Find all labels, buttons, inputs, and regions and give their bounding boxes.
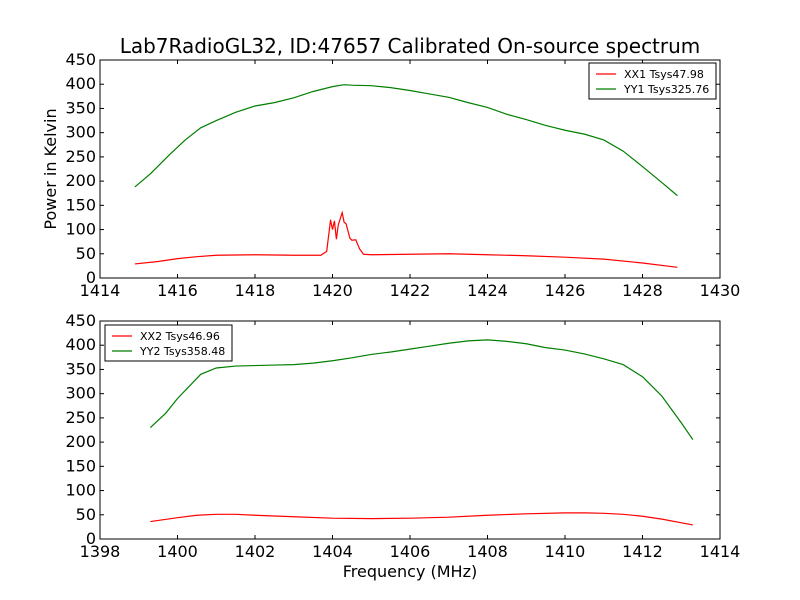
y-tick-label: 450 [65,311,96,330]
x-tick-label: 1402 [235,542,276,561]
y-tick-label: 450 [65,50,96,69]
y-tick-label: 400 [65,74,96,93]
y-tick-label: 250 [65,408,96,427]
x-tick-label: 1420 [312,281,353,300]
series-line-1 [150,512,693,526]
x-tick-label: 1418 [235,281,276,300]
y-tick-label: 300 [65,384,96,403]
y-tick-label: 350 [65,98,96,117]
y-tick-label: 350 [65,359,96,378]
legend: XX2 Tsys46.96 YY2 Tsys358.48 [104,324,233,362]
x-tick-label: 1398 [80,542,121,561]
x-tick-label: 1424 [467,281,508,300]
x-tick-label: 1430 [700,281,741,300]
y-tick-label: 150 [65,195,96,214]
y-tick-label: 200 [65,432,96,451]
y-tick-label: 100 [65,220,96,239]
top-panel: 1414 1416 1418 1420 1422 1424 1426 1428 1430 0 50 1… [65,50,740,300]
series-line-2 [134,84,678,197]
legend-box [104,324,233,362]
x-tick-label: 1414 [700,542,741,561]
x-axis-label: Frequency (MHz) [343,562,477,581]
x-tick-label: 1410 [545,542,586,561]
x-tick-label: 1428 [622,281,663,300]
x-tick-label: 1416 [157,281,198,300]
x-tick-label: 1422 [390,281,431,300]
legend-box [588,62,717,100]
y-tick-label: 0 [86,529,96,548]
legend-label: YY1 Tsys325.76 [623,83,709,96]
x-tick-label: 1400 [157,542,198,561]
y-tick-label: 50 [76,244,96,263]
x-tick-label: 1414 [80,281,121,300]
x-tick-label: 1406 [390,542,431,561]
y-tick-label: 0 [86,268,96,287]
y-axis-label: Power in Kelvin [41,108,60,229]
x-tick-label: 1412 [622,542,663,561]
x-tick-label: 1404 [312,542,353,561]
y-tick-label: 400 [65,335,96,354]
chart-title: Lab7RadioGL32, ID:47657 Calibrated On-so… [120,34,701,58]
y-tick-label: 300 [65,123,96,142]
x-tick-label: 1426 [545,281,586,300]
legend-label: XX1 Tsys47.98 [624,68,704,81]
y-tick-label: 250 [65,147,96,166]
y-tick-label: 200 [65,171,96,190]
legend-label: YY2 Tsys358.48 [139,345,225,358]
bottom-panel: 1398 1400 1402 1404 1406 1408 1410 1412 1414 0 50 1… [65,311,740,561]
y-tick-label: 150 [65,456,96,475]
y-tick-label: 50 [76,505,96,524]
legend-label: XX2 Tsys46.96 [140,330,220,343]
series-line-2 [149,339,694,441]
series-line-1 [134,210,678,268]
y-tick-label: 100 [65,481,96,500]
legend: XX1 Tsys47.98 YY1 Tsys325.76 [588,62,717,100]
x-tick-label: 1408 [467,542,508,561]
